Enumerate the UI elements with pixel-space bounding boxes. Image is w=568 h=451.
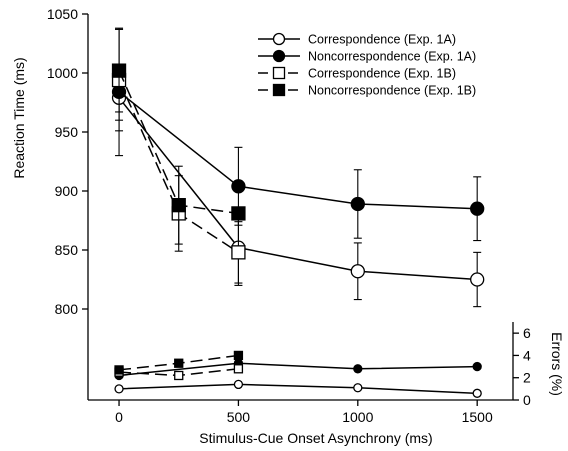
legend: Correspondence (Exp. 1A) Noncorrespondenc…: [258, 33, 476, 98]
x-tick-label: 1000: [342, 409, 373, 425]
legend-entry-1: Correspondence (Exp. 1A): [258, 33, 456, 47]
data-point: [233, 350, 244, 361]
y-tick-label: 850: [55, 242, 79, 258]
y-tick-label: 800: [55, 301, 79, 317]
legend-label: Correspondence (Exp. 1A): [308, 33, 456, 47]
legend-entry-3: Correspondence (Exp. 1B): [258, 67, 456, 81]
right-tick-label: 0: [523, 392, 531, 408]
plot-area: [111, 27, 485, 398]
data-point: [231, 245, 246, 260]
errors-line: [118, 362, 478, 377]
data-point: [350, 196, 365, 212]
legend-entry-4: Noncorrespondence (Exp. 1B): [258, 84, 476, 98]
data-point: [231, 206, 246, 221]
x-axis-title: Stimulus-Cue Onset Asynchrony (ms): [199, 430, 432, 446]
data-point: [472, 388, 482, 398]
data-point: [272, 32, 286, 46]
x-tick-label: 1500: [462, 409, 493, 425]
data-point: [350, 264, 365, 279]
data-point: [272, 66, 286, 80]
data-point: [174, 358, 184, 368]
data-point: [171, 198, 186, 213]
x-tick-label: 500: [227, 409, 251, 425]
axes: [82, 13, 519, 406]
legend-label: Noncorrespondence (Exp. 1A): [308, 50, 476, 64]
y-tick-label: 1000: [47, 65, 78, 81]
y-axis-title: Reaction Time (ms): [11, 57, 27, 178]
right-tick-label: 6: [523, 325, 531, 341]
data-point: [470, 272, 485, 287]
right-tick-label: 2: [523, 370, 531, 386]
rt-line: [118, 91, 478, 210]
data-point: [233, 379, 244, 390]
legend-entry-2: Noncorrespondence (Exp. 1A): [258, 50, 476, 64]
legend-label: Correspondence (Exp. 1B): [308, 67, 456, 81]
tick-labels: 800 850 900 950 1000 1050 0 2 4 6 0 500 1000 1500: [47, 6, 531, 425]
data-point: [353, 364, 363, 374]
y-tick-label: 1050: [47, 6, 78, 22]
data-point: [114, 365, 124, 375]
data-point: [470, 201, 485, 216]
data-point: [353, 383, 363, 393]
legend-label: Noncorrespondence (Exp. 1B): [308, 84, 476, 98]
data-point: [272, 49, 286, 63]
right-tick-label: 4: [523, 347, 531, 363]
data-point: [472, 361, 482, 372]
data-point: [231, 179, 246, 194]
right-axis-title: Errors (%): [549, 332, 565, 396]
rt-line: [118, 97, 478, 281]
data-point: [272, 83, 286, 97]
data-point: [111, 63, 127, 78]
data-point: [233, 364, 244, 374]
x-tick-label: 0: [115, 409, 123, 425]
series-1: [111, 74, 485, 398]
series-2: [111, 27, 485, 381]
errors-line: [119, 383, 478, 395]
data-point: [114, 384, 124, 394]
y-tick-label: 950: [55, 124, 79, 140]
series-4: [111, 28, 246, 375]
y-tick-label: 900: [55, 183, 79, 199]
data-point: [174, 370, 184, 381]
